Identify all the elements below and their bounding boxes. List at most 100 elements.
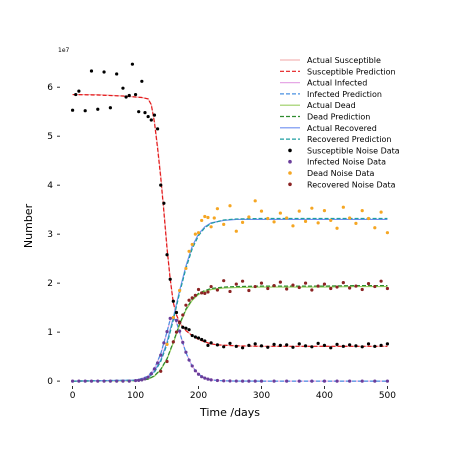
point-susceptible-noise-data [140,79,144,83]
legend-label-infected-noise-data: Infected Noise Data [307,158,386,167]
point-recovered-noise-data [285,287,289,291]
y-axis-label: Number [22,203,35,248]
point-dead-noise-data [247,215,251,219]
series-line-actual-dead [72,285,388,382]
point-dead-noise-data [385,231,390,235]
legend: Actual Susceptible Susceptible Prediction… [276,54,400,194]
point-dead-noise-data [212,216,216,220]
point-recovered-noise-data [354,284,358,288]
legend-marker-susceptible-noise-data [288,148,292,153]
point-recovered-noise-data [303,281,308,285]
point-infected-noise-data [184,350,188,354]
point-susceptible-noise-data [108,106,112,110]
point-recovered-noise-data [215,288,220,292]
point-dead-noise-data [360,209,364,213]
point-susceptible-noise-data [174,310,179,315]
point-susceptible-noise-data [137,110,141,114]
point-susceptible-noise-data [152,113,157,117]
point-recovered-noise-data [259,281,264,285]
legend-label-actual-infected: Actual Infected [307,79,367,88]
point-susceptible-noise-data [222,345,226,349]
point-infected-noise-data [155,361,160,365]
point-dead-noise-data [190,242,194,247]
legend-box [276,54,394,194]
point-infected-noise-data [181,340,185,344]
point-susceptible-noise-data [74,92,78,97]
point-recovered-noise-data [373,284,377,289]
point-dead-noise-data [366,216,371,221]
point-dead-noise-data [215,207,220,211]
point-infected-noise-data [149,372,153,376]
y-tick-label: 3 [47,230,53,240]
point-infected-noise-data [133,379,138,383]
point-susceptible-noise-data [184,326,188,330]
point-recovered-noise-data [184,303,188,307]
point-susceptible-noise-data [310,345,314,349]
point-dead-noise-data [348,216,352,220]
point-infected-noise-data [187,358,191,362]
point-infected-noise-data [190,364,194,368]
point-susceptible-noise-data [196,336,201,340]
point-susceptible-noise-data [240,346,245,350]
x-tick-label: 0 [70,391,76,401]
point-infected-noise-data [102,379,106,383]
legend-label-actual-recovered: Actual Recovered [307,124,377,133]
legend-marker-recovered-noise-data [288,182,292,187]
point-recovered-noise-data [385,286,390,291]
point-dead-noise-data [240,220,245,224]
point-infected-noise-data [240,379,245,383]
point-infected-noise-data [83,379,87,383]
series-line-actual-recovered [72,218,388,382]
y-tick-label: 6 [47,83,53,93]
point-infected-noise-data [140,378,144,382]
point-infected-noise-data [322,379,327,383]
series-line-actual-infected [72,316,388,382]
point-susceptible-noise-data [146,114,150,119]
point-infected-noise-data [348,379,352,383]
point-recovered-noise-data [253,284,257,289]
legend-marker-dead-noise-data [288,171,292,175]
point-dead-noise-data [297,209,301,213]
legend-label-dead-noise-data: Dead Noise Data [307,169,375,178]
point-recovered-noise-data [187,298,191,302]
point-susceptible-noise-data [329,346,333,350]
point-infected-noise-data [165,330,169,334]
point-susceptible-noise-data [102,70,106,74]
point-recovered-noise-data [190,296,194,300]
point-infected-noise-data [193,369,197,373]
point-infected-noise-data [143,377,147,381]
point-susceptible-noise-data [165,253,169,257]
legend-label-recovered-prediction: Recovered Prediction [307,135,391,144]
point-recovered-noise-data [278,280,282,284]
plot-area [70,62,390,383]
point-dead-noise-data [316,221,320,225]
point-susceptible-noise-data [266,345,270,349]
point-susceptible-noise-data [348,343,352,347]
point-susceptible-noise-data [291,345,295,349]
x-axis-label: Time /days [199,406,260,419]
point-dead-noise-data [303,219,308,224]
y-axis-multiplier: 1e7 [58,47,70,54]
point-dead-noise-data [322,209,327,213]
point-infected-noise-data [89,379,94,383]
point-dead-noise-data [278,211,282,215]
point-susceptible-noise-data [215,343,220,347]
point-dead-noise-data [373,226,377,230]
point-dead-noise-data [354,221,358,225]
point-infected-noise-data [209,378,213,382]
y-tick-label: 0 [47,377,53,387]
legend-label-dead-prediction: Dead Prediction [307,113,370,122]
point-infected-noise-data [115,379,119,383]
point-dead-noise-data [187,249,191,253]
point-dead-noise-data [178,288,182,293]
point-infected-noise-data [77,379,81,383]
point-infected-noise-data [146,375,150,379]
y-tick-label: 4 [47,181,53,191]
point-susceptible-noise-data [341,344,345,348]
point-recovered-noise-data [266,286,270,291]
point-infected-noise-data [121,379,125,383]
point-susceptible-noise-data [133,92,138,97]
point-infected-noise-data [206,377,210,381]
point-dead-noise-data [200,218,204,223]
legend-label-infected-prediction: Infected Prediction [307,90,382,99]
